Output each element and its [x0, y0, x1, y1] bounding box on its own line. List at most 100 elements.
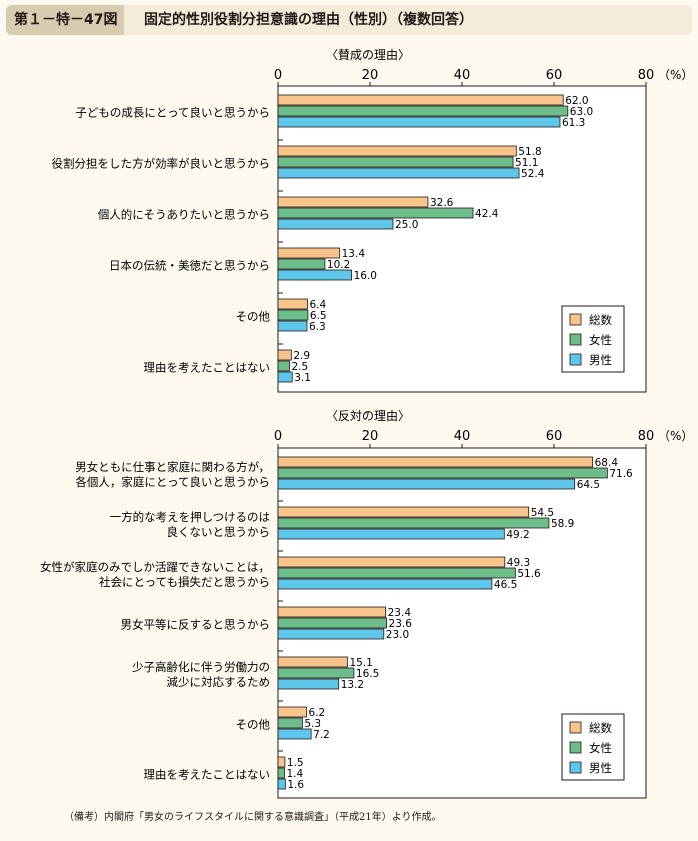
- legend-label-total: 総数: [589, 721, 612, 735]
- source-note: （備考）内閣府「男女のライフスタイルに関する意識調査」（平成21年）より作成。: [64, 812, 442, 823]
- data-label: 23.6: [389, 618, 413, 630]
- x-tick-label: 20: [362, 429, 379, 444]
- data-label: 13.4: [342, 248, 366, 260]
- legend-label-female: 女性: [589, 741, 612, 755]
- data-label: 64.5: [577, 479, 600, 491]
- category-label: 社会にとっても損失だと思うから: [99, 575, 270, 589]
- bar-male: [277, 478, 576, 490]
- bar-female: [277, 517, 550, 529]
- category-label: 子どもの成長にとって良いと思うから: [75, 106, 270, 120]
- data-label: 32.6: [430, 197, 454, 209]
- bar-female: [277, 309, 309, 321]
- data-label: 49.2: [506, 529, 529, 541]
- chart-subtitle: 〈賛成の理由〉: [326, 48, 410, 62]
- bar-total: [277, 94, 564, 106]
- bar-female: [277, 207, 474, 219]
- figure-title: 固定的性別役割分担意識の理由（性別）（複数回答）: [144, 12, 473, 28]
- chart-subtitle: 〈反対の理由〉: [326, 409, 410, 423]
- bar-male: [277, 778, 286, 790]
- data-label: 15.1: [349, 657, 372, 669]
- bar-total: [277, 456, 594, 468]
- bar-male: [277, 578, 493, 590]
- data-label: 51.8: [518, 146, 541, 158]
- data-label: 68.4: [595, 457, 619, 469]
- bar-total: [277, 298, 308, 310]
- bar-male: [277, 116, 561, 128]
- category-label: 男女ともに仕事と家庭に関わる方が，: [75, 460, 270, 474]
- x-tick-label: 0: [274, 68, 282, 83]
- bar-total: [277, 606, 387, 618]
- x-tick-label: 60: [546, 429, 563, 444]
- legend-label-female: 女性: [589, 333, 612, 347]
- bar-total: [277, 556, 506, 568]
- bar-total: [277, 349, 292, 361]
- bar-total: [277, 656, 348, 668]
- category-label: 女性が家庭のみでしか活躍できないことは，: [40, 560, 270, 574]
- legend-swatch-male: [569, 353, 582, 366]
- legend-swatch-female: [569, 333, 582, 346]
- bar-female: [277, 258, 326, 270]
- bar-total: [277, 145, 517, 157]
- bar-female: [277, 767, 285, 779]
- category-label: その他: [236, 310, 271, 324]
- x-unit-label: （%）: [658, 429, 693, 443]
- data-label: 2.9: [293, 350, 310, 362]
- data-label: 10.2: [327, 259, 350, 271]
- bar-female: [277, 567, 516, 579]
- data-label: 58.9: [551, 518, 574, 530]
- data-label: 23.0: [386, 629, 409, 641]
- data-label: 2.5: [292, 361, 309, 373]
- category-label: 個人的にそうありたいと思うから: [98, 208, 270, 222]
- data-label: 13.2: [341, 679, 364, 691]
- bar-total: [277, 506, 530, 518]
- data-label: 16.5: [356, 668, 379, 680]
- category-label: 各個人，家庭にとって良いと思うから: [75, 475, 270, 489]
- title-bar: 第１－特－47図 固定的性別役割分担意識の理由（性別）（複数回答）: [6, 5, 692, 35]
- legend-swatch-male: [569, 761, 582, 774]
- data-label: 42.4: [475, 208, 499, 220]
- data-label: 1.6: [287, 779, 304, 791]
- data-label: 6.3: [309, 321, 326, 333]
- category-label: その他: [236, 718, 271, 732]
- data-label: 1.5: [287, 757, 304, 769]
- data-label: 62.0: [565, 95, 588, 107]
- bar-total: [277, 247, 341, 259]
- data-label: 51.1: [515, 157, 538, 169]
- x-tick-label: 80: [638, 68, 655, 83]
- bar-total: [277, 756, 286, 768]
- bar-male: [277, 167, 520, 179]
- x-tick-label: 60: [546, 68, 563, 83]
- category-label: 減少に対応するため: [167, 675, 271, 689]
- category-label: 少子高齢化に伴う労働力の: [132, 660, 270, 674]
- category-label: 理由を考えたことはない: [144, 361, 271, 375]
- bar-female: [277, 105, 569, 117]
- bar-male: [277, 728, 312, 740]
- x-tick-label: 80: [638, 429, 655, 444]
- bar-total: [277, 706, 307, 718]
- bar-male: [277, 628, 385, 640]
- bar-male: [277, 269, 352, 281]
- x-tick-label: 0: [274, 429, 282, 444]
- data-label: 71.6: [609, 468, 633, 480]
- x-unit-label: （%）: [658, 68, 693, 82]
- legend-swatch-total: [569, 721, 582, 734]
- data-label: 51.6: [517, 568, 541, 580]
- data-label: 6.5: [310, 310, 327, 322]
- legend-label-male: 男性: [589, 353, 612, 367]
- data-label: 3.1: [294, 372, 311, 384]
- legend-label-total: 総数: [589, 313, 612, 327]
- category-label: 一方的な考えを押しつけるのは: [110, 510, 270, 524]
- bar-female: [277, 360, 290, 372]
- bar-female: [277, 717, 303, 729]
- data-label: 1.4: [286, 768, 303, 780]
- category-label: 理由を考えたことはない: [144, 768, 271, 782]
- bar-male: [277, 371, 293, 383]
- category-label: 日本の伝統・美徳だと思うから: [109, 259, 270, 273]
- data-label: 23.4: [388, 607, 412, 619]
- category-label: 役割分担をした方が効率が良いと思うから: [52, 157, 271, 171]
- data-label: 63.0: [570, 106, 593, 118]
- data-label: 6.2: [309, 707, 326, 719]
- data-label: 6.4: [309, 299, 326, 311]
- legend-label-male: 男性: [589, 761, 612, 775]
